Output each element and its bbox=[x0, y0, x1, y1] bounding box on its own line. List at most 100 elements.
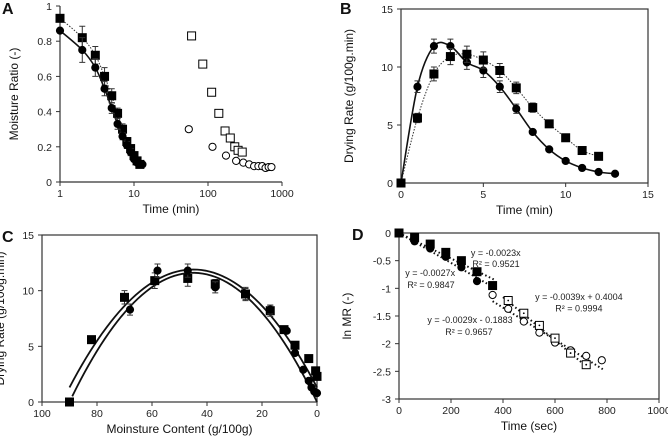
series-line-filled-circle bbox=[400, 41, 616, 184]
data-point-filled-square bbox=[312, 371, 322, 381]
equation-annotation: R² = 0.9521 bbox=[472, 259, 519, 269]
x-tick-label: 60 bbox=[146, 408, 158, 420]
data-point-filled-circle bbox=[266, 305, 275, 314]
x-tick-label: 800 bbox=[598, 405, 616, 417]
x-tick-label: 40 bbox=[201, 408, 213, 420]
y-tick-label: 0.6 bbox=[37, 71, 52, 83]
data-point-filled-square bbox=[120, 292, 129, 302]
data-point-filled-square bbox=[488, 281, 498, 291]
panel-D: D 0 200 400 600 800 1000 -3 -2.5 -2 -1.5 -1 -0.5 0 Tim… bbox=[340, 227, 668, 433]
y-tick-label: -0.5 bbox=[373, 256, 391, 268]
data-point-open-circle bbox=[582, 351, 591, 360]
data-point-filled-circle bbox=[441, 252, 450, 261]
y-axis-title: Moisture Ratio (-) bbox=[7, 48, 21, 141]
data-point-filled-circle bbox=[125, 305, 135, 314]
data-point-filled-circle bbox=[413, 82, 422, 91]
x-axis-title: Time (min) bbox=[143, 202, 200, 216]
data-point-open-circle bbox=[597, 356, 606, 365]
equation-annotation: R² = 0.9657 bbox=[445, 327, 492, 337]
y-axis-title: Drying Rate (g/100g.min) bbox=[342, 29, 356, 163]
x-axis-title: Moinsture Content (g/100g) bbox=[106, 422, 252, 436]
panel-A: A 1 10 100 1000 0 0.2 0.4 0.6 0.8 1 Time (min) Moist… bbox=[2, 1, 294, 216]
data-point-filled-circle bbox=[299, 365, 308, 374]
data-point-filled-circle bbox=[290, 348, 300, 358]
data-point-filled-circle bbox=[426, 244, 435, 253]
data-point-filled-square bbox=[412, 113, 422, 123]
y-tick-label: 15 bbox=[381, 4, 393, 16]
x-tick-label: 600 bbox=[546, 405, 564, 417]
y-tick-label: 0 bbox=[46, 177, 52, 189]
data-point-open-square bbox=[237, 147, 247, 157]
fit-curve bbox=[68, 268, 318, 388]
y-tick-label: 0 bbox=[28, 397, 34, 409]
x-tick-label: 80 bbox=[91, 408, 103, 420]
y-tick-label: -1 bbox=[382, 283, 391, 295]
x-tick-label: 20 bbox=[256, 408, 268, 420]
data-point-filled-square bbox=[65, 397, 74, 407]
panel-letter: B bbox=[340, 1, 352, 18]
x-tick-label: 200 bbox=[442, 405, 460, 417]
x-tick-label: 1000 bbox=[270, 188, 294, 200]
panel-C: C 100 80 60 40 20 0 0 5 10 15 Moinsture Content (g/… bbox=[0, 229, 322, 436]
data-point-filled-circle bbox=[410, 237, 419, 246]
data-point-filled-circle bbox=[495, 82, 504, 91]
data-point-filled-circle bbox=[78, 45, 87, 55]
equation-annotation: R² = 0.9994 bbox=[555, 303, 602, 313]
data-point-filled-square bbox=[561, 133, 571, 143]
equation-annotation: y = -0.0027x bbox=[405, 268, 455, 278]
data-point-filled-circle bbox=[118, 132, 127, 141]
equation-annotation: y = -0.0023x bbox=[471, 248, 521, 258]
data-point-open-square bbox=[214, 108, 224, 118]
y-tick-label: -2 bbox=[382, 339, 391, 351]
x-tick-label: 100 bbox=[33, 408, 51, 420]
x-tick-label: 1 bbox=[57, 188, 63, 200]
panel-B: B 0 5 10 15 0 5 10 15 Time (min) Drying Rate (g/10… bbox=[340, 1, 654, 217]
y-tick-label: 0.8 bbox=[37, 36, 52, 48]
x-axis-title: Time (sec) bbox=[501, 419, 557, 433]
data-point-filled-square bbox=[544, 119, 554, 129]
data-point-filled-circle bbox=[545, 145, 554, 154]
y-tick-label: 0 bbox=[385, 228, 391, 240]
data-point-filled-circle bbox=[312, 388, 322, 398]
data-point-filled-circle bbox=[561, 156, 570, 166]
data-point-filled-square bbox=[472, 267, 482, 277]
data-point-dot bbox=[569, 352, 572, 354]
data-point-dot bbox=[585, 363, 588, 366]
fit-curve bbox=[71, 271, 318, 403]
data-point-open-square bbox=[225, 133, 235, 143]
equation-annotation: y = -0.0039x + 0.4004 bbox=[535, 292, 623, 302]
x-tick-label: 0 bbox=[314, 408, 320, 420]
x-tick-label: 10 bbox=[128, 188, 140, 200]
data-point-filled-circle bbox=[211, 283, 220, 292]
data-point-filled-circle bbox=[594, 167, 603, 177]
x-axis-title: Time (min) bbox=[496, 203, 553, 217]
data-point-open-circle bbox=[519, 317, 528, 326]
data-point-dot bbox=[522, 312, 525, 315]
data-point-filled-square bbox=[462, 49, 472, 59]
x-tick-label: 100 bbox=[199, 188, 217, 200]
data-point-open-circle bbox=[221, 151, 231, 160]
x-tick-label: 0 bbox=[398, 189, 404, 201]
y-tick-label: 10 bbox=[381, 62, 393, 74]
panel-letter: C bbox=[2, 229, 14, 246]
x-tick-label: 10 bbox=[560, 189, 572, 201]
data-point-open-circle bbox=[267, 162, 276, 172]
data-point-filled-circle bbox=[183, 266, 192, 275]
data-point-filled-square bbox=[90, 50, 100, 60]
y-tick-label: -3 bbox=[382, 394, 391, 406]
data-point-open-circle bbox=[232, 156, 241, 165]
x-tick-label: 0 bbox=[396, 405, 402, 417]
panel-letter: A bbox=[2, 1, 14, 18]
y-tick-label: 5 bbox=[28, 341, 34, 353]
data-point-filled-circle bbox=[113, 119, 122, 129]
data-point-open-circle bbox=[535, 328, 544, 337]
data-point-open-square bbox=[220, 126, 230, 136]
y-tick-label: 10 bbox=[22, 286, 34, 298]
data-point-filled-square bbox=[150, 276, 160, 286]
x-tick-label: 1000 bbox=[647, 405, 668, 417]
data-point-filled-circle bbox=[394, 228, 404, 238]
data-point-filled-square bbox=[87, 335, 96, 345]
data-point-filled-square bbox=[304, 354, 314, 364]
y-axis-title: Drying Rate (g/100g.min) bbox=[0, 251, 7, 385]
y-tick-label: 0.4 bbox=[37, 107, 52, 119]
